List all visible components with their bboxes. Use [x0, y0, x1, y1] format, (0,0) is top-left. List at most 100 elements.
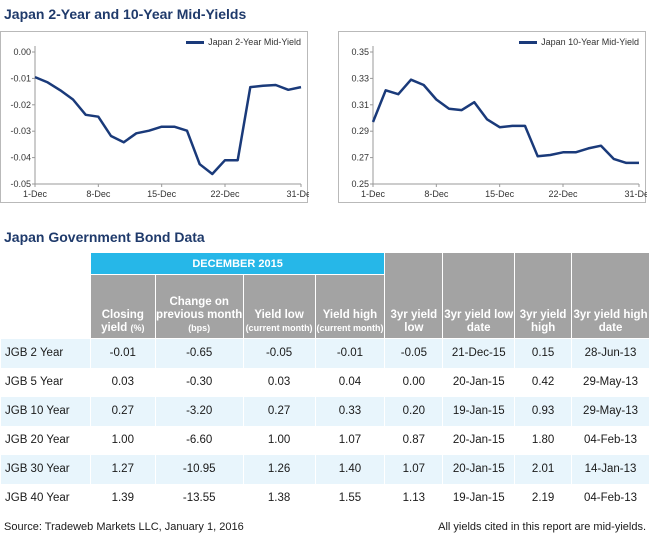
table-row: JGB 2 Year -0.01 -0.65 -0.05 -0.01 -0.05 21-De… [0, 338, 650, 368]
table-cell: 1.40 [314, 454, 386, 484]
table-cell: 1.26 [242, 454, 316, 484]
table-cell: 1.07 [384, 454, 444, 484]
col-sub: (bps) [188, 323, 211, 333]
row-name: JGB 5 Year [0, 367, 91, 397]
table-cell: 21-Dec-15 [442, 338, 516, 368]
table-row: JGB 20 Year 1.00 -6.60 1.00 1.07 0.87 20-Jan-1… [0, 425, 650, 455]
x-tick-label: 8-Dec [86, 189, 111, 199]
table-cell: -13.55 [154, 483, 244, 513]
legend-swatch [519, 40, 538, 44]
table-cell: 04-Feb-13 [571, 483, 650, 513]
bond-data-table: DECEMBER 2015 3yr yield low 3yr yield lo… [0, 252, 650, 513]
table-cell: 0.93 [514, 396, 573, 426]
table-row: JGB 5 Year 0.03 -0.30 0.03 0.04 0.00 20-Jan-15… [0, 367, 650, 397]
table-cell: 1.00 [242, 425, 316, 455]
y-tick-label: 0.29 [351, 126, 369, 136]
y-tick-label: 0.27 [351, 153, 369, 163]
y-tick-label: -0.03 [10, 126, 31, 136]
y-tick-label: -0.04 [10, 153, 31, 163]
x-tick-label: 22-Dec [210, 189, 240, 199]
table-cell: -3.20 [154, 396, 244, 426]
table-cell: 1.07 [314, 425, 386, 455]
legend-swatch [186, 40, 205, 44]
col-header: 3yr yield low date [442, 252, 516, 339]
y-tick-label: -0.01 [10, 73, 31, 83]
col-label: 3yr yield high date [573, 309, 648, 334]
source-note: Source: Tradeweb Markets LLC, January 1,… [4, 521, 244, 533]
x-tick-label: 31-Dec [624, 189, 647, 199]
table-cell: 0.27 [89, 396, 156, 426]
col-sub: (%) [130, 323, 145, 333]
x-tick-label: 15-Dec [147, 189, 177, 199]
table-body: JGB 2 Year -0.01 -0.65 -0.05 -0.01 -0.05 21-De… [0, 338, 650, 513]
table-cell: 1.55 [314, 483, 386, 513]
x-tick-label: 22-Dec [548, 189, 578, 199]
y-tick-label: -0.05 [10, 179, 31, 189]
y-tick-label: 0.35 [351, 47, 369, 57]
table-cell: 29-May-13 [571, 396, 650, 426]
table-cell: -6.60 [154, 425, 244, 455]
chart-10y-svg: 0.35 0.33 0.31 0.29 0.27 0.251-Dec 8-Dec 15-Dec… [351, 46, 647, 199]
legend-label: Japan 2-Year Mid-Yield [208, 37, 301, 47]
table-row: JGB 40 Year 1.39 -13.55 1.38 1.55 1.13 19-Jan-… [0, 483, 650, 513]
table-cell: -0.30 [154, 367, 244, 397]
table-cell: 0.42 [514, 367, 573, 397]
y-tick-label: 0.31 [351, 100, 369, 110]
y-tick-label: -0.02 [10, 100, 31, 110]
col-label: 3yr yield low [390, 309, 438, 334]
col-label: Change on previous month [156, 296, 243, 321]
group-header: DECEMBER 2015 [89, 252, 386, 275]
row-name: JGB 20 Year [0, 425, 91, 455]
table-title: Japan Government Bond Data [4, 229, 205, 245]
row-name: JGB 10 Year [0, 396, 91, 426]
legend-label: Japan 10-Year Mid-Yield [541, 37, 639, 47]
col-header: Yield low (current month) [242, 274, 316, 339]
table-cell: 2.01 [514, 454, 573, 484]
table-cell: 14-Jan-13 [571, 454, 650, 484]
y-tick-label: 0.25 [351, 179, 369, 189]
col-label: Yield high [322, 309, 378, 321]
chart-10y-legend: Japan 10-Year Mid-Yield [519, 37, 639, 47]
mid-yields-note: All yields cited in this report are mid-… [438, 521, 646, 533]
table-cell: 1.80 [514, 425, 573, 455]
col-label: Yield low [254, 309, 304, 321]
table-cell: 20-Jan-15 [442, 367, 516, 397]
col-label: Closing yield [101, 309, 144, 334]
col-sub: (current month) [245, 323, 313, 333]
table-cell: 0.15 [514, 338, 573, 368]
table-cell: 0.33 [314, 396, 386, 426]
japan-10-year-chart: 0.35 0.33 0.31 0.29 0.27 0.25 1-Dec 8-Dec 15-Dec… [338, 31, 647, 203]
table-cell: 1.00 [89, 425, 156, 455]
row-name: JGB 2 Year [0, 338, 91, 368]
table-cell: -0.05 [242, 338, 316, 368]
row-name: JGB 30 Year [0, 454, 91, 484]
table-cell: 0.04 [314, 367, 386, 397]
table-cell: 1.38 [242, 483, 316, 513]
table-cell: 0.03 [89, 367, 156, 397]
table-cell: 29-May-13 [571, 367, 650, 397]
y-tick-label: 0.00 [13, 47, 31, 57]
table-row: JGB 30 Year 1.27 -10.95 1.26 1.40 1.07 20-Jan-… [0, 454, 650, 484]
table-cell: 0.87 [384, 425, 444, 455]
blank-cell [0, 252, 91, 275]
table-cell: 1.27 [89, 454, 156, 484]
table-cell: 2.19 [514, 483, 573, 513]
x-tick-label: 1-Dec [361, 189, 386, 199]
blank-cell [0, 274, 91, 339]
table-cell: 1.13 [384, 483, 444, 513]
col-header: 3yr yield high date [571, 252, 650, 339]
col-header: Change on previous month (bps) [154, 274, 244, 339]
col-header: Closing yield (%) [89, 274, 156, 339]
col-sub: (current month) [316, 323, 384, 333]
table-cell: -10.95 [154, 454, 244, 484]
col-label: 3yr yield low date [444, 309, 514, 334]
table-cell: 0.27 [242, 396, 316, 426]
table-cell: 28-Jun-13 [571, 338, 650, 368]
col-header: 3yr yield low [384, 252, 444, 339]
col-header: Yield high (current month) [314, 274, 386, 339]
table-cell: 0.03 [242, 367, 316, 397]
table-cell: 20-Jan-15 [442, 454, 516, 484]
col-label: 3yr yield high [519, 309, 567, 334]
x-tick-label: 8-Dec [424, 189, 449, 199]
table-cell: 0.20 [384, 396, 444, 426]
